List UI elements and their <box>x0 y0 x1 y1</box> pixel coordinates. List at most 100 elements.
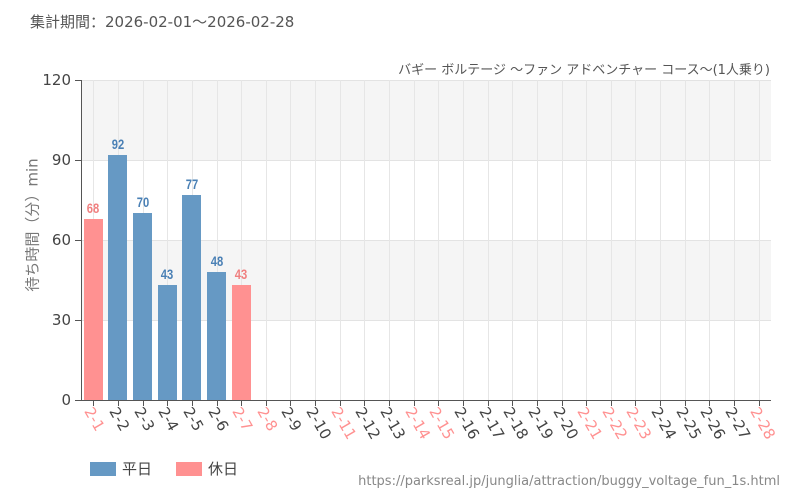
legend-label: 平日 <box>122 460 153 478</box>
holiday-bar <box>231 285 251 400</box>
x-tick-label: 2-28 <box>746 404 780 443</box>
bar-value-label: 77 <box>185 175 199 192</box>
x-tick-label: 2-12 <box>351 404 385 443</box>
x-tick <box>685 400 686 406</box>
bar-value-label: 92 <box>111 135 125 152</box>
v-gridline <box>414 80 415 400</box>
holiday-bar <box>83 218 103 400</box>
v-gridline <box>537 80 538 400</box>
x-tick-label: 2-27 <box>721 404 755 443</box>
h-gridline <box>81 320 771 321</box>
y-tick <box>75 240 81 241</box>
x-tick-label: 2-16 <box>450 404 484 443</box>
y-tick-label: 90 <box>51 151 71 169</box>
x-tick-label: 2-8 <box>253 404 282 435</box>
x-tick-label: 2-9 <box>277 404 306 435</box>
period-label: 集計期間：2026-02-01〜2026-02-28 <box>30 13 295 31</box>
x-tick <box>635 400 636 406</box>
y-tick-label: 0 <box>61 391 71 409</box>
y-tick-label: 60 <box>51 231 71 249</box>
x-tick <box>364 400 365 406</box>
v-gridline <box>463 80 464 400</box>
x-tick <box>660 400 661 406</box>
x-tick-label: 2-15 <box>425 404 459 443</box>
x-tick-label: 2-24 <box>647 404 681 443</box>
x-tick <box>463 400 464 406</box>
v-gridline <box>290 80 291 400</box>
v-gridline <box>438 80 439 400</box>
v-gridline <box>586 80 587 400</box>
legend-item: 平日 <box>90 458 152 479</box>
x-tick-label: 2-3 <box>130 404 159 435</box>
weekday-bar <box>182 194 202 400</box>
chart-title: バギー ボルテージ 〜ファン アドベンチャー コース〜(1人乗り) <box>398 63 770 78</box>
y-tick <box>75 160 81 161</box>
y-tick <box>75 320 81 321</box>
bar-value-label: 43 <box>161 266 174 283</box>
weekday-bar <box>207 272 227 400</box>
x-tick <box>512 400 513 406</box>
x-tick <box>537 400 538 406</box>
h-gridline <box>81 160 771 161</box>
v-gridline <box>266 80 267 400</box>
y-tick-label: 120 <box>42 71 71 89</box>
x-tick-label: 2-13 <box>376 404 410 443</box>
x-tick <box>143 400 144 406</box>
weekday-bar <box>133 213 153 400</box>
x-tick <box>217 400 218 406</box>
x-tick-label: 2-4 <box>154 404 183 435</box>
x-tick-label: 2-2 <box>105 404 134 435</box>
bar-value-label: 48 <box>210 253 223 269</box>
x-tick <box>759 400 760 406</box>
y-tick <box>75 400 81 401</box>
source-url: https://parksreal.jp/junglia/attraction/… <box>358 474 780 489</box>
weekday-bar <box>108 154 128 400</box>
bar-value-label: 70 <box>136 194 149 211</box>
x-tick <box>414 400 415 406</box>
v-gridline <box>315 80 316 400</box>
x-tick <box>586 400 587 406</box>
v-gridline <box>241 80 242 400</box>
v-gridline <box>340 80 341 400</box>
x-tick <box>266 400 267 406</box>
x-tick <box>488 400 489 406</box>
v-gridline <box>364 80 365 400</box>
v-gridline <box>660 80 661 400</box>
y-axis-label: 待ち時間（分）min <box>23 158 42 292</box>
x-tick-label: 2-19 <box>524 404 558 443</box>
v-gridline <box>488 80 489 400</box>
y-axis <box>81 80 82 401</box>
grid-band <box>81 80 771 160</box>
x-tick <box>611 400 612 406</box>
h-gridline <box>81 80 771 81</box>
x-tick <box>315 400 316 406</box>
legend: 平日 休日 <box>90 458 262 479</box>
legend-label: 休日 <box>208 460 239 478</box>
v-gridline <box>512 80 513 400</box>
legend-swatch <box>176 461 203 476</box>
x-tick-label: 2-21 <box>573 404 607 443</box>
x-tick-label: 2-26 <box>696 404 730 443</box>
x-tick <box>389 400 390 406</box>
x-tick <box>192 400 193 406</box>
bar-value-label: 43 <box>234 266 248 283</box>
v-gridline <box>685 80 686 400</box>
x-tick <box>118 400 119 406</box>
x-tick <box>167 400 168 406</box>
bar-value-label: 68 <box>87 199 100 216</box>
x-tick <box>734 400 735 406</box>
x-tick-label: 2-6 <box>204 404 233 435</box>
x-tick <box>709 400 710 406</box>
v-gridline <box>389 80 390 400</box>
plot-area: 68 92 70 43 77 48 43 <box>81 80 771 401</box>
h-gridline <box>81 240 771 241</box>
x-tick <box>290 400 291 406</box>
v-gridline <box>167 80 168 400</box>
x-tick <box>562 400 563 406</box>
v-gridline <box>562 80 563 400</box>
x-tick <box>340 400 341 406</box>
legend-item: 休日 <box>176 458 238 479</box>
v-gridline <box>759 80 760 400</box>
y-tick-label: 30 <box>51 311 71 329</box>
x-tick-label: 2-18 <box>499 404 533 443</box>
